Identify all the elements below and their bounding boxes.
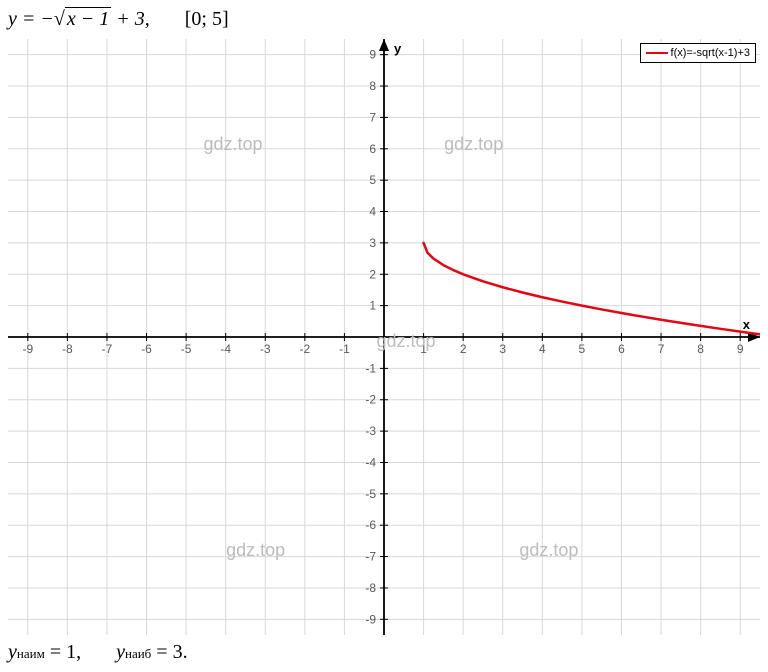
svg-text:-6: -6: [141, 342, 152, 356]
svg-text:-7: -7: [365, 550, 376, 564]
svg-text:-5: -5: [365, 487, 376, 501]
svg-text:8: 8: [697, 342, 704, 356]
svg-text:6: 6: [369, 142, 376, 156]
legend-line: [646, 52, 668, 54]
svg-text:-2: -2: [365, 393, 376, 407]
svg-text:-4: -4: [220, 342, 231, 356]
svg-text:-9: -9: [365, 612, 376, 626]
svg-text:3: 3: [499, 342, 506, 356]
svg-text:2: 2: [369, 267, 376, 281]
formula-interval: [0; 5]: [185, 8, 229, 30]
svg-text:6: 6: [618, 342, 625, 356]
svg-text:-5: -5: [181, 342, 192, 356]
ymax-sym: y: [116, 641, 125, 663]
formula-eq: =: [22, 8, 36, 30]
legend-text: f(x)=-sqrt(x-1)+3: [671, 47, 750, 59]
formula-plus: + 3,: [116, 8, 150, 30]
svg-text:x: x: [743, 317, 751, 332]
svg-text:1: 1: [420, 342, 427, 356]
formula-lhs: y: [8, 8, 17, 30]
svg-text:4: 4: [539, 342, 546, 356]
svg-text:y: y: [394, 41, 402, 56]
ymin-sym: y: [8, 641, 17, 663]
sqrt-radicand: x − 1: [65, 7, 111, 30]
svg-text:7: 7: [658, 342, 665, 356]
svg-text:-1: -1: [339, 342, 350, 356]
svg-text:4: 4: [369, 205, 376, 219]
svg-text:2: 2: [460, 342, 467, 356]
sqrt-symbol: √: [54, 8, 65, 30]
chart-area: -9 -8 -7 -6 -5 -4 -3 -2 -1 1 2 3 4 5 6 7 8 9 -9 -8 -7 -6 -5 -4 -…: [8, 39, 760, 635]
svg-text:-2: -2: [300, 342, 311, 356]
svg-text:3: 3: [369, 236, 376, 250]
ymin-val: = 1,: [50, 641, 81, 663]
ymin-sub: наим: [17, 646, 45, 661]
svg-text:9: 9: [369, 48, 376, 62]
svg-text:-1: -1: [365, 361, 376, 375]
equation-formula: y = −√x − 1 + 3, [0; 5]: [8, 8, 760, 31]
svg-text:9: 9: [737, 342, 744, 356]
ymax-val: = 3.: [156, 641, 187, 663]
svg-text:1: 1: [369, 299, 376, 313]
chart-svg: -9 -8 -7 -6 -5 -4 -3 -2 -1 1 2 3 4 5 6 7 8 9 -9 -8 -7 -6 -5 -4 -…: [8, 39, 760, 635]
svg-text:5: 5: [579, 342, 586, 356]
bottom-values: yнаим = 1, yнаиб = 3.: [8, 641, 760, 664]
svg-text:-9: -9: [22, 342, 33, 356]
svg-text:-7: -7: [102, 342, 113, 356]
legend: f(x)=-sqrt(x-1)+3: [640, 43, 756, 63]
svg-text:8: 8: [369, 79, 376, 93]
svg-text:-3: -3: [365, 424, 376, 438]
svg-text:-6: -6: [365, 518, 376, 532]
svg-text:-4: -4: [365, 455, 376, 469]
svg-text:-3: -3: [260, 342, 271, 356]
formula-neg: −: [40, 8, 54, 30]
svg-text:7: 7: [369, 110, 376, 124]
ymax-sub: наиб: [125, 646, 151, 661]
svg-text:-8: -8: [62, 342, 73, 356]
svg-text:-8: -8: [365, 581, 376, 595]
svg-text:5: 5: [369, 173, 376, 187]
